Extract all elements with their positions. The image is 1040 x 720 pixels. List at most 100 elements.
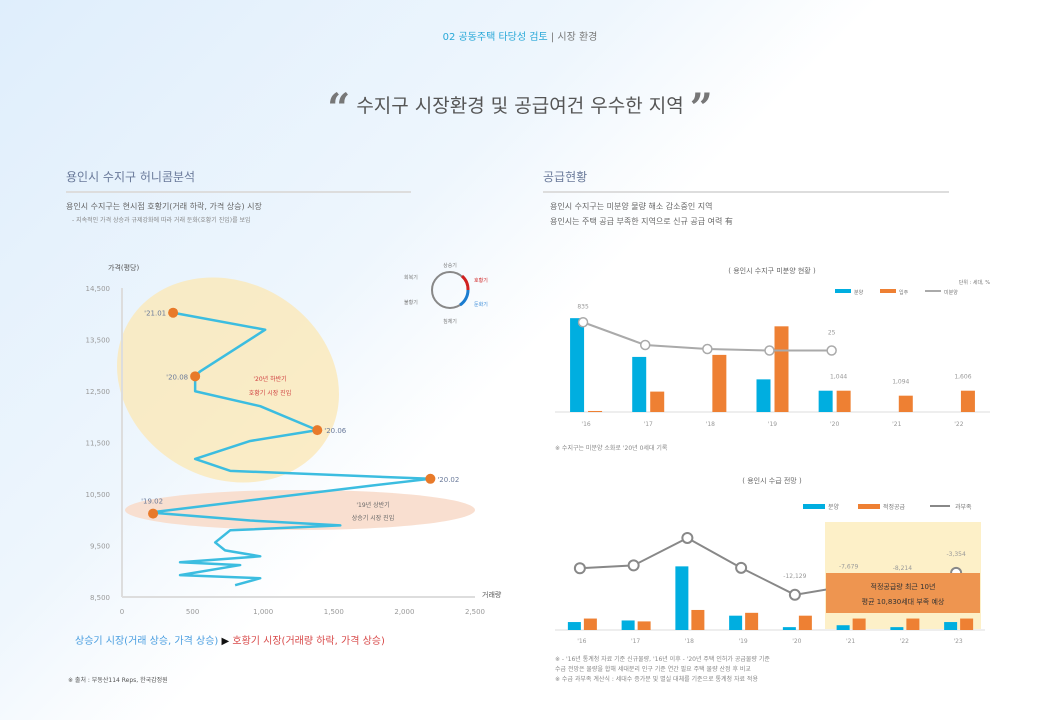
line-point (681, 531, 694, 544)
x-tick-label: '16 (577, 638, 586, 645)
bar-적정공급 (960, 618, 974, 630)
marker-label: '21.01 (144, 310, 166, 318)
marker-label: '20.06 (324, 427, 347, 435)
y-tick-label: 12,500 (86, 388, 111, 396)
right-desc-1: 용인시 수지구는 미분양 물량 해소 감소중인 지역 (550, 202, 713, 211)
line-point (577, 317, 589, 328)
x-tick-label: '21 (846, 638, 855, 645)
cycle-right-top: 호황기 (474, 277, 488, 284)
y-tick-label: 9,500 (90, 543, 110, 551)
y-tick-label: 14,500 (86, 285, 111, 293)
x-tick-label: '17 (631, 638, 640, 645)
line-point (826, 345, 837, 356)
legend-label: 과부족 (955, 503, 972, 511)
line-point (735, 561, 748, 574)
legend-label: 미분양 (944, 289, 958, 296)
y-tick-label: 11,500 (86, 440, 111, 448)
line-value-label: -7,679 (839, 564, 859, 571)
legend-label: 적정공급 (883, 504, 906, 511)
bar-입주 (836, 390, 851, 412)
bar-입주 (712, 354, 727, 412)
annotation-gray-2: 상승기 시장 진입 (352, 514, 394, 522)
sub-label: 시장 환경 (557, 32, 598, 43)
bar-value-label: 1,044 (830, 374, 847, 381)
bar-value-label: 1,094 (892, 379, 909, 386)
supply-note: ※ 수지구는 미분양 소화로 '20년 0세대 기록 (555, 445, 668, 452)
x-tick-label: '22 (954, 421, 963, 428)
bar-입주 (588, 410, 603, 412)
bar-분양 (756, 379, 771, 412)
forecast-note-2: 수급 전망은 물량을 합해 세대분리 인구 기준 연간 필요 주택 물량 산정 … (555, 666, 751, 673)
bar-분양 (632, 356, 647, 412)
bar-분양 (729, 615, 743, 630)
x-tick-label: '16 (581, 421, 590, 428)
forecast-note-1: ※ - '16년 통계청 자료 기준 신규물량, '16년 이후 - '20년 … (555, 656, 770, 663)
cycle-top: 상승기 (443, 262, 457, 269)
section-label: 02 공동주택 타당성 검토 (442, 32, 548, 43)
x-tick-label: '22 (900, 638, 909, 645)
bar-적정공급 (745, 612, 759, 630)
x-tick-label: 2,500 (465, 608, 485, 616)
chart-title: ( 용인시 수지구 미분양 현황 ) (728, 266, 816, 275)
cycle-left-bottom: 불황기 (404, 299, 418, 306)
marker-label: '19.02 (141, 498, 163, 506)
annotation-gray-1: '19년 상반기 (356, 501, 389, 509)
chart-title: ( 용인시 수급 전망 ) (742, 476, 802, 485)
page-header: 02 공동주택 타당성 검토 | 시장 환경 (442, 32, 598, 43)
x-tick-label: '23 (953, 638, 962, 645)
bar-value-label: 1,606 (954, 374, 971, 381)
x-tick-label: 500 (186, 608, 199, 616)
bar-입주 (774, 326, 789, 412)
arrow-icon: ▶ (221, 636, 230, 647)
marker-label: '20.08 (166, 373, 188, 381)
forecast-box-line-2: 평균 10,830세대 부족 예상 (862, 597, 945, 606)
x-tick-label: '17 (644, 421, 653, 428)
right-heading: 공급현황 (543, 168, 949, 193)
boom-market-label: 호황기 시장(거래량 하락, 가격 상승) (232, 636, 385, 647)
forecast-note-3: ※ 수급 과부족 계산식 : 세대수 증가분 및 멸실 대체를 기준으로 통계청… (555, 676, 758, 683)
legend-swatch (803, 504, 825, 509)
x-tick-label: 1,000 (253, 608, 273, 616)
bar-적정공급 (798, 615, 812, 630)
bar-분양 (782, 627, 796, 630)
bar-적정공급 (583, 618, 597, 630)
x-tick-label: '19 (738, 638, 747, 645)
x-tick-label: '19 (768, 421, 777, 428)
x-tick-label: '18 (706, 421, 715, 428)
line-point (639, 339, 651, 351)
line-point (702, 343, 713, 355)
marker-point (425, 473, 436, 484)
line-value-label: -8,214 (893, 565, 913, 572)
marker-label: '20.02 (437, 476, 459, 484)
x-tick-label: '20 (830, 421, 839, 428)
bar-적정공급 (691, 609, 705, 630)
legend-label: 입주 (899, 289, 909, 296)
quote-close-icon: ” (689, 85, 713, 132)
line-value-label: 25 (828, 330, 836, 337)
y-tick-label: 13,500 (86, 337, 111, 345)
left-heading: 용인시 수지구 허니콤분석 (66, 168, 411, 193)
legend-label: 분양 (854, 289, 864, 296)
cycle-left-top: 회복기 (404, 274, 418, 281)
bar-분양 (570, 318, 585, 412)
x-tick-label: 2,000 (394, 608, 414, 616)
forecast-box-line-1: 적정공급량 최근 10년 (871, 582, 936, 591)
bar-적정공급 (637, 621, 651, 630)
rise-market-label: 상승기 시장(거래 상승, 가격 상승) (75, 636, 219, 647)
line-point (627, 559, 640, 572)
line-point (788, 588, 801, 601)
bar-분양 (944, 622, 958, 630)
boom-zone (117, 277, 339, 483)
page-title: “ 수지구 시장환경 및 공급여건 우수한 지역 ” (0, 85, 1040, 132)
bar-적정공급 (852, 618, 866, 630)
x-tick-label: '18 (685, 638, 694, 645)
quote-open-icon: “ (327, 85, 351, 132)
line-point (573, 562, 586, 575)
right-desc-2: 용인시는 주택 공급 부족한 지역으로 신규 공급 여력 有 (550, 217, 733, 226)
title-text: 수지구 시장환경 및 공급여건 우수한 지역 (356, 95, 684, 117)
marker-point (168, 307, 179, 318)
bar-분양 (890, 627, 904, 630)
cycle-right-bottom: 둔화기 (474, 301, 488, 308)
bar-분양 (818, 390, 833, 412)
